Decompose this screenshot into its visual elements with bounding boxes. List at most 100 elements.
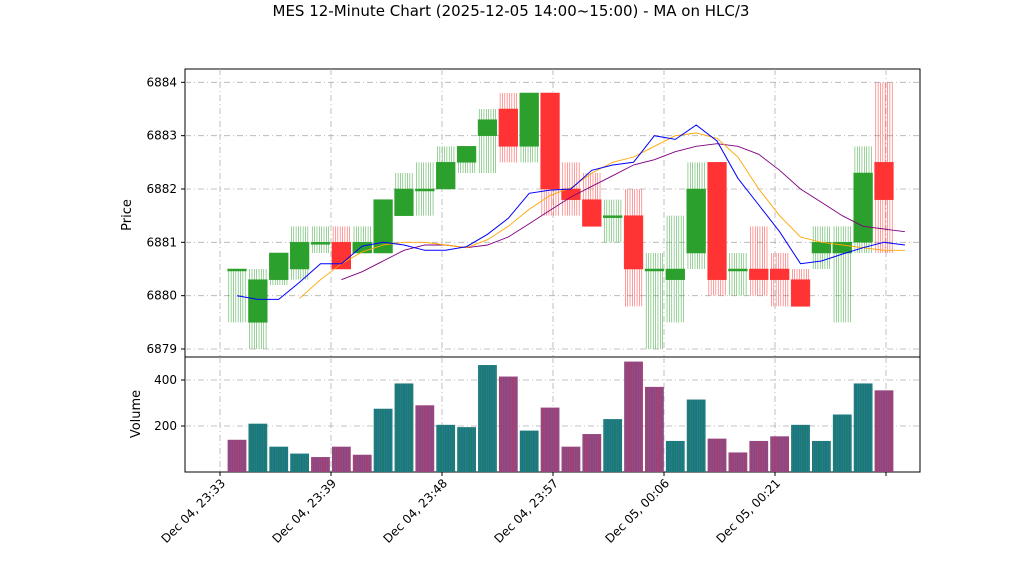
candle-body [770, 268, 790, 280]
candle-wick-area [311, 226, 330, 253]
volume-bar [582, 434, 602, 472]
candle [853, 146, 873, 253]
volume-bar-fill [519, 430, 539, 472]
volume-bar [561, 446, 581, 472]
volume-bar-fill [791, 424, 810, 472]
x-tick-label: Dec 04, 23:57 [491, 476, 561, 546]
volume-bar [478, 365, 497, 472]
candle-body [686, 188, 706, 254]
volume-panel: 200 400 Dec 04, 23:33 Dec 04, 23:39 Dec 04, … [154, 356, 921, 546]
candle-body [665, 268, 685, 280]
x-tick-label: Dec 04, 23:48 [380, 476, 450, 546]
volume-bar [227, 439, 247, 472]
candle-body [373, 199, 393, 254]
ma-slow-line [341, 143, 905, 281]
volume-bar [811, 440, 831, 472]
volume-bar [373, 408, 393, 472]
candle-body [498, 108, 518, 147]
candle [394, 173, 414, 216]
volume-bar-fill [540, 407, 560, 472]
candle-body [436, 162, 456, 190]
candle-wick-area [749, 226, 768, 295]
volume-bar-fill [749, 440, 769, 472]
price-tick-label: 6882 [146, 182, 177, 196]
volume-bar [770, 436, 790, 472]
volume-bar-fill [561, 446, 581, 472]
volume-bar [749, 440, 769, 472]
candle [665, 215, 685, 323]
candle [289, 226, 310, 280]
candle-body [248, 279, 268, 323]
volume-bar-fill [311, 457, 330, 472]
volume-bar [728, 452, 748, 472]
volume-bar-fill [624, 361, 643, 472]
volume-bar [415, 405, 435, 472]
candle-body [644, 268, 665, 272]
volume-bar [707, 438, 727, 472]
volume-bar-fill [728, 452, 748, 472]
x-tick-label: Dec 04, 23:39 [269, 476, 339, 546]
volume-bar [311, 457, 330, 472]
volume-bar [248, 423, 268, 472]
candle-body [540, 92, 560, 190]
candle-body [853, 172, 873, 243]
price-axis-label: Price [120, 199, 135, 231]
price-tick-label: 6883 [146, 129, 177, 143]
x-tick-label: Dec 05, 00:21 [713, 476, 783, 546]
volume-bar-fill [686, 399, 706, 472]
volume-bar [603, 419, 623, 472]
candle [644, 253, 665, 349]
candle-body [811, 242, 832, 254]
candle-body [394, 188, 414, 216]
volume-bar-fill [436, 424, 456, 472]
candle-body [415, 188, 435, 192]
candle-wick-area [729, 253, 748, 296]
candle-body [832, 242, 852, 254]
ma-fast-line [236, 124, 905, 300]
price-tick-label: 6881 [146, 235, 177, 249]
volume-bar [394, 383, 414, 472]
candle-wick-area [478, 109, 497, 173]
volume-bar [874, 390, 894, 472]
candle [749, 226, 769, 296]
candle-body [707, 162, 727, 280]
volume-bar-fill [770, 436, 790, 472]
candle-body [790, 279, 811, 307]
candle [707, 162, 727, 296]
x-tick-label: Dec 04, 23:33 [158, 476, 228, 546]
candle [770, 253, 790, 307]
candle [456, 146, 477, 173]
candle [582, 173, 602, 227]
candle-wick-area [833, 226, 852, 322]
candle-body [456, 146, 477, 163]
candle [686, 162, 706, 269]
price-tick-label: 6884 [146, 75, 177, 89]
candle [436, 146, 456, 190]
volume-bar-fill [227, 439, 247, 472]
volume-bar [269, 446, 289, 472]
volume-bar [457, 427, 476, 472]
volume-bar-fill [665, 440, 685, 472]
candle [603, 199, 623, 243]
volume-bar-fill [874, 390, 894, 472]
candle [248, 269, 268, 349]
chart-title: MES 12-Minute Chart (2025-12-05 14:00~15… [273, 2, 750, 20]
volume-bar [290, 453, 310, 472]
volume-tick-label: 200 [154, 419, 177, 433]
volume-bar-fill [352, 454, 372, 472]
volume-bar [791, 424, 810, 472]
candle-body [623, 215, 644, 270]
candle-body [227, 268, 247, 272]
volume-bar-fill [373, 408, 393, 472]
volume-bar-fill [478, 365, 497, 472]
volume-tick-label: 400 [154, 373, 177, 387]
volume-axis-label: Volume [129, 390, 144, 438]
candle-body [331, 242, 351, 270]
price-tick-label: 6879 [146, 342, 177, 356]
volume-bar [331, 446, 351, 472]
volume-bar [645, 386, 664, 472]
volume-bar-fill [853, 383, 873, 472]
volume-bar-fill [290, 453, 310, 472]
candle-body [477, 119, 498, 136]
